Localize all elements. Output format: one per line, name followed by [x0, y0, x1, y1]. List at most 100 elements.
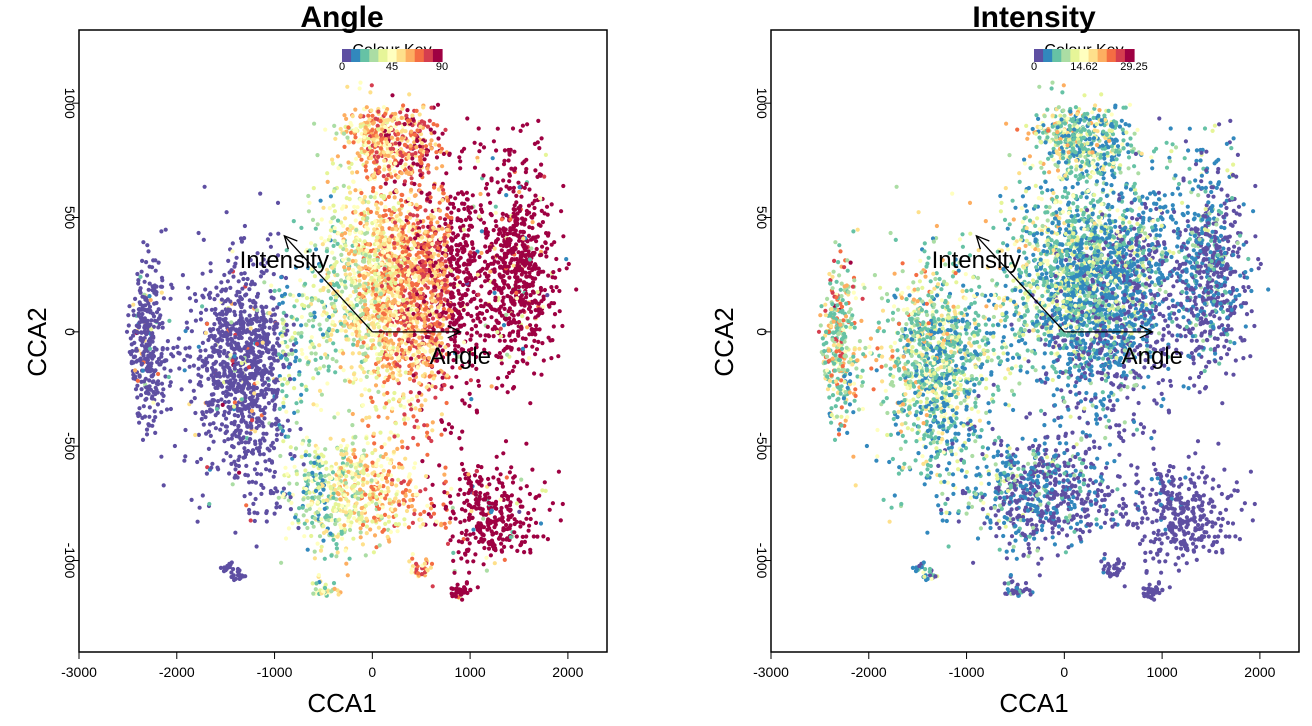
data-point — [441, 191, 446, 196]
data-point — [395, 286, 400, 291]
data-point — [530, 201, 535, 206]
data-point — [380, 249, 385, 254]
data-point — [362, 370, 367, 375]
data-point — [213, 307, 218, 312]
data-point — [209, 465, 214, 470]
data-point — [144, 260, 149, 265]
data-point — [363, 253, 368, 258]
data-point — [250, 349, 255, 354]
data-point — [352, 326, 357, 331]
data-point — [416, 316, 421, 321]
data-point — [348, 300, 354, 305]
data-point — [348, 293, 353, 299]
data-point — [221, 458, 226, 463]
data-point — [505, 390, 510, 395]
data-point — [401, 318, 406, 323]
data-point — [423, 229, 428, 234]
data-point — [363, 387, 368, 392]
data-point — [353, 238, 358, 243]
data-point — [369, 108, 374, 113]
data-point — [494, 386, 499, 391]
data-point — [482, 350, 487, 356]
data-point — [258, 191, 263, 196]
data-point — [240, 356, 245, 362]
data-point — [464, 197, 470, 202]
data-point — [379, 201, 384, 206]
data-point — [516, 250, 521, 255]
data-point — [281, 365, 286, 370]
data-point — [453, 347, 458, 352]
data-point — [407, 291, 412, 296]
data-point — [363, 168, 369, 173]
data-point — [375, 206, 380, 211]
data-point — [208, 407, 213, 412]
data-point — [255, 308, 260, 313]
data-point — [192, 292, 198, 297]
data-point — [144, 427, 150, 432]
data-point — [531, 235, 536, 240]
data-point — [261, 318, 266, 323]
data-point — [455, 216, 460, 221]
data-point — [206, 446, 211, 451]
data-point — [546, 335, 551, 340]
data-point — [343, 319, 348, 324]
data-point — [299, 347, 304, 353]
data-point — [312, 345, 317, 350]
data-point — [510, 301, 515, 306]
data-point — [238, 310, 243, 315]
data-point — [336, 231, 341, 236]
data-point — [422, 120, 427, 125]
data-point — [243, 440, 248, 445]
data-point — [499, 361, 504, 366]
data-point — [127, 304, 132, 309]
data-point — [208, 402, 213, 407]
data-point — [461, 270, 466, 275]
data-point — [332, 283, 337, 288]
data-point — [210, 398, 215, 403]
data-point — [137, 324, 142, 329]
data-point — [162, 366, 167, 371]
data-point — [247, 396, 252, 401]
data-point — [549, 242, 554, 247]
data-point — [368, 395, 374, 400]
data-point — [507, 345, 512, 350]
data-point — [421, 265, 426, 270]
data-point — [442, 217, 448, 222]
data-point — [332, 262, 337, 267]
data-point — [411, 240, 416, 245]
data-point — [397, 232, 402, 237]
data-point — [338, 126, 343, 132]
data-point — [313, 357, 318, 362]
data-point — [439, 184, 444, 189]
data-point — [539, 372, 544, 377]
data-point — [364, 415, 369, 420]
data-point — [371, 231, 376, 236]
data-point — [370, 128, 375, 133]
data-point — [282, 376, 287, 382]
data-point — [557, 309, 562, 314]
data-point — [211, 392, 216, 397]
data-point — [406, 239, 411, 244]
data-point — [366, 200, 371, 205]
data-point — [147, 281, 152, 286]
data-point — [511, 263, 516, 268]
data-point — [442, 277, 447, 282]
data-point — [497, 351, 502, 356]
data-point — [397, 397, 402, 402]
data-point — [139, 319, 144, 324]
data-point — [203, 287, 208, 292]
data-point — [249, 423, 254, 428]
data-point — [359, 248, 364, 253]
data-point — [437, 285, 442, 290]
data-point — [170, 285, 175, 290]
data-point — [313, 243, 318, 248]
data-point — [139, 269, 144, 274]
data-point — [319, 299, 325, 304]
data-point — [476, 292, 481, 297]
data-point — [381, 384, 386, 389]
data-point — [438, 149, 443, 154]
data-point — [438, 299, 444, 305]
data-point — [502, 338, 507, 343]
data-point — [229, 461, 234, 466]
data-point — [218, 349, 223, 354]
